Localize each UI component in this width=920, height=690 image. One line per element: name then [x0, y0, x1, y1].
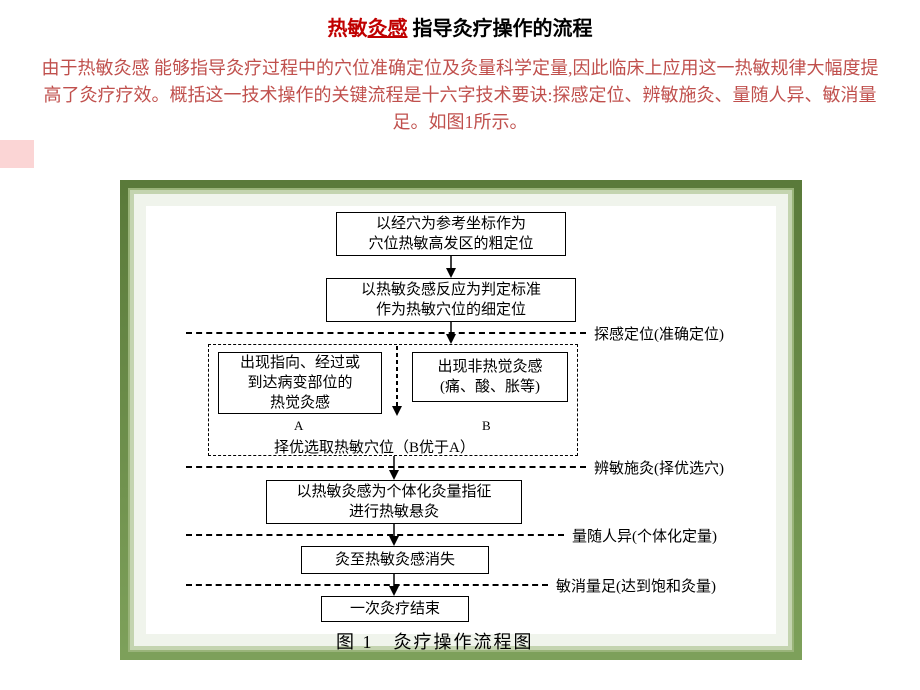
flow-box-3-line2: 进行热敏悬灸 [349, 502, 439, 522]
flow-box-a-line1: 出现指向、经过或 [240, 353, 360, 373]
flow-box-a-line2: 到达病变部位的 [247, 373, 352, 393]
dash-line-2 [186, 466, 586, 468]
flow-box-4: 灸至热敏灸感消失 [301, 546, 489, 574]
arrow-group-3 [389, 456, 399, 480]
dashed-arrow-inside [392, 346, 402, 416]
flow-box-2-line2: 作为热敏穴位的细定位 [376, 300, 526, 320]
stage-label-1: 探感定位(准确定位) [594, 323, 724, 344]
flow-box-3-line1: 以热敏灸感为个体化灸量指征 [296, 482, 491, 502]
pink-tab-decoration [0, 140, 34, 168]
title-part2: 灸感 [368, 18, 408, 40]
flow-box-1-line1: 以经穴为参考坐标作为 [376, 214, 526, 234]
dash-line-4 [186, 584, 548, 586]
flowchart-canvas: 以经穴为参考坐标作为 穴位热敏高发区的粗定位 以热敏灸感反应为判定标准 作为热敏… [146, 206, 776, 634]
label-b: B [482, 418, 491, 434]
flow-box-3: 以热敏灸感为个体化灸量指征 进行热敏悬灸 [266, 480, 522, 524]
flow-box-1: 以经穴为参考坐标作为 穴位热敏高发区的粗定位 [336, 212, 566, 256]
flow-box-2-line1: 以热敏灸感反应为判定标准 [361, 280, 541, 300]
figure-caption: 图 1 灸疗操作流程图 [336, 628, 534, 654]
flow-box-4-text: 灸至热敏灸感消失 [335, 550, 455, 570]
dash-line-3 [186, 534, 564, 536]
flow-box-5-text: 一次灸疗结束 [350, 599, 440, 619]
flow-box-1-line2: 穴位热敏高发区的粗定位 [368, 234, 533, 254]
flow-box-b: 出现非热觉灸感 (痛、酸、胀等) [412, 352, 568, 402]
flowchart-stage: 以经穴为参考坐标作为 穴位热敏高发区的粗定位 以热敏灸感反应为判定标准 作为热敏… [146, 206, 776, 634]
page-title: 热敏灸感 指导灸疗操作的流程 [0, 0, 920, 41]
stage-label-2: 辨敏施灸(择优选穴) [594, 457, 724, 478]
select-line: 择优选取热敏穴位（B优于A） [274, 436, 475, 457]
flow-box-5: 一次灸疗结束 [321, 596, 469, 622]
flowchart-frame: 以经穴为参考坐标作为 穴位热敏高发区的粗定位 以热敏灸感反应为判定标准 作为热敏… [120, 180, 802, 660]
dash-line-1 [186, 332, 586, 334]
stage-label-4: 敏消量足(达到饱和灸量) [556, 575, 716, 596]
flow-box-2: 以热敏灸感反应为判定标准 作为热敏穴位的细定位 [326, 278, 576, 322]
label-a: A [294, 418, 303, 434]
title-part1: 热敏 [328, 18, 368, 40]
stage-label-3: 量随人异(个体化定量) [572, 525, 717, 546]
flow-box-b-line2: (痛、酸、胀等) [440, 377, 540, 397]
flow-box-b-line1: 出现非热觉灸感 [437, 357, 542, 377]
intro-paragraph: 由于热敏灸感 能够指导灸疗过程中的穴位准确定位及灸量科学定量,因此临床上应用这一… [0, 41, 920, 136]
title-part3: 指导灸疗操作的流程 [408, 18, 593, 40]
flow-box-a-line3: 热觉灸感 [270, 393, 330, 413]
flow-box-a: 出现指向、经过或 到达病变部位的 热觉灸感 [218, 352, 382, 414]
arrow-1-2 [446, 256, 456, 278]
